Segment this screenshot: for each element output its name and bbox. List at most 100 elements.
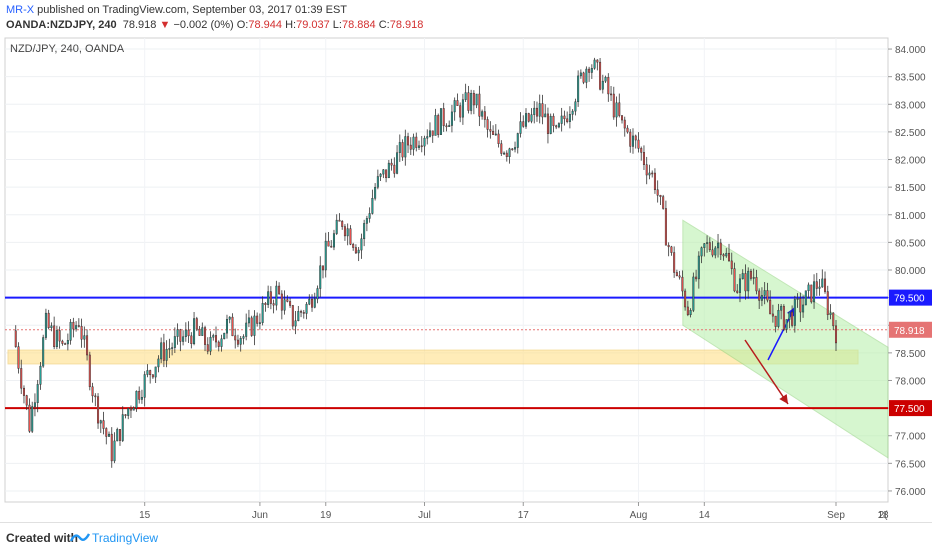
candle-up: [461, 99, 464, 118]
chart-symbol-title: NZD/JPY, 240, OANDA: [10, 43, 125, 55]
candle-down: [546, 113, 549, 134]
candle-up: [83, 335, 86, 340]
candle-down: [256, 315, 259, 324]
candle-up: [514, 147, 517, 150]
candle-up: [258, 322, 261, 324]
candle-down: [124, 414, 127, 416]
candle-up: [42, 337, 45, 367]
candle-up: [725, 252, 728, 257]
candle-down: [22, 387, 25, 396]
candle-down: [596, 59, 599, 63]
candle-down: [311, 298, 314, 308]
time-axis[interactable]: 15 Jun 19 Jul 17 Aug 14 Sep 182(: [139, 502, 889, 521]
candle-down: [522, 121, 525, 127]
tradingview-brand[interactable]: TradingView: [92, 531, 159, 545]
candle-up: [706, 242, 709, 244]
x-tick-label: Jun: [252, 510, 268, 521]
candle-up: [294, 320, 297, 327]
candle-up: [703, 243, 706, 248]
candle-down: [236, 339, 239, 345]
candle-up: [223, 332, 226, 340]
candle-down: [678, 275, 681, 278]
y-tick-label: 80.000: [895, 266, 926, 277]
candle-down: [758, 290, 761, 301]
level-tag-last: [889, 321, 932, 338]
candle-up: [714, 247, 717, 256]
low-label: L:: [332, 19, 342, 31]
y-tick-label: 77.000: [895, 432, 926, 443]
candle-down: [264, 303, 267, 305]
y-tick-label: 81.000: [895, 211, 926, 222]
candle-up: [228, 316, 231, 320]
candle-up: [376, 176, 379, 188]
candle-up: [332, 233, 335, 248]
candle-up: [426, 136, 429, 139]
x-tick-label: Aug: [630, 510, 648, 521]
candle-up: [108, 433, 111, 437]
candle-up: [308, 298, 311, 305]
candle-up: [113, 440, 116, 462]
x-tick-label: 17: [518, 510, 530, 521]
candle-down: [385, 169, 388, 179]
candle-up: [146, 370, 149, 375]
candle-up: [738, 278, 741, 293]
candle-up: [140, 397, 143, 400]
candle-down: [826, 291, 829, 315]
candle-up: [464, 92, 467, 100]
candle-up: [313, 298, 316, 308]
price-chart[interactable]: 84.000 83.500 83.000 82.500 82.000 81.500 81.0…: [0, 0, 932, 522]
candle-down: [456, 100, 459, 106]
candle-down: [20, 368, 23, 389]
candle-down: [442, 108, 445, 127]
candle-up: [481, 111, 484, 117]
candle-up: [813, 281, 816, 303]
candle-up: [116, 429, 119, 442]
chart-header: MR-X published on TradingView.com, Septe…: [0, 0, 932, 34]
candle-up: [135, 390, 138, 409]
candle-up: [796, 298, 799, 300]
candle-down: [511, 148, 514, 151]
candle-up: [239, 338, 242, 345]
level-label-last: 78.918: [894, 326, 925, 337]
candle-up: [44, 312, 47, 338]
candle-up: [171, 347, 174, 349]
candle-up: [763, 290, 766, 296]
candle-down: [407, 136, 410, 146]
candle-down: [656, 189, 659, 196]
candle-up: [807, 284, 810, 292]
candle-down: [642, 152, 645, 165]
candle-down: [354, 247, 357, 254]
candle-down: [664, 208, 667, 246]
candle-down: [97, 396, 100, 424]
candle-up: [99, 420, 102, 424]
candle-down: [64, 343, 67, 345]
candle-up: [568, 114, 571, 122]
candle-down: [91, 386, 94, 397]
candle-up: [821, 278, 824, 288]
candle-down: [634, 135, 637, 141]
author-link[interactable]: MR-X: [6, 4, 35, 16]
level-tag-support: [889, 400, 932, 417]
candle-down: [722, 254, 725, 257]
candle-up: [741, 273, 744, 280]
candle-down: [234, 335, 237, 341]
candle-down: [206, 344, 209, 352]
x-tick-label: Sep: [827, 510, 845, 521]
candle-up: [371, 198, 374, 214]
arrow-up: [767, 306, 796, 361]
candle-down: [563, 115, 566, 120]
candle-down: [138, 390, 141, 400]
candle-down: [497, 133, 500, 144]
candle-up: [785, 319, 788, 330]
candle-down: [390, 162, 393, 166]
candle-up: [36, 384, 39, 403]
high-label: H:: [285, 19, 297, 31]
arrow-down: [744, 339, 789, 405]
candle-up: [168, 348, 171, 350]
ohlc-line: OANDA:NZDJPY, 240 78.918 ▼ −0.002 (0%) O…: [6, 19, 423, 31]
open-label: O:: [236, 19, 249, 31]
candle-up: [398, 142, 401, 153]
candle-up: [557, 123, 560, 128]
price-axis[interactable]: 84.000 83.500 83.000 82.500 82.000 81.500 81.0…: [888, 45, 932, 498]
x-tick-label: 18: [877, 510, 889, 521]
